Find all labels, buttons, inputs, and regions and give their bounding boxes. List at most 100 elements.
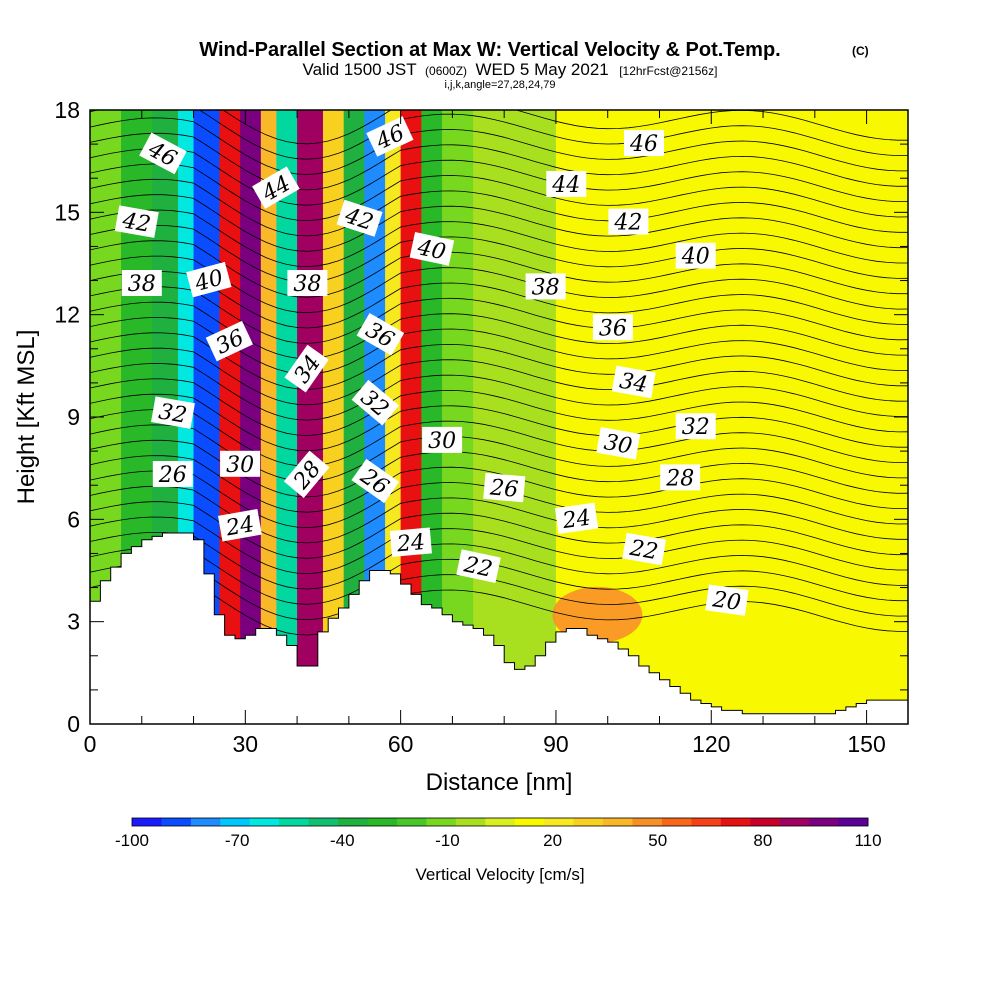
colorbar-swatch: [809, 818, 839, 826]
theta-contour-line: [90, 577, 908, 636]
contour-label: 32: [151, 396, 195, 429]
colorbar-swatch: [279, 818, 310, 826]
colorbar-swatch: [514, 818, 545, 826]
contour-label-box: [624, 130, 664, 157]
contour-label-box: [675, 413, 716, 440]
subtitle-part-3: WED 5 May 2021: [476, 60, 609, 79]
contour-label-text: 38: [532, 275, 560, 300]
terrain-mask: [89, 532, 909, 725]
velocity-band: [240, 110, 262, 724]
colorbar-tick-label: 20: [543, 831, 562, 850]
contour-label-box: [546, 171, 587, 197]
contour-label-text: 22: [461, 552, 495, 582]
contour-label-text: 32: [682, 415, 710, 440]
contour-label: 44: [546, 171, 587, 198]
chart-subtitle: Valid 1500 JST (0600Z) WED 5 May 2021 [1…: [303, 60, 718, 79]
colorbar-swatch: [838, 818, 869, 826]
contour-label-box: [622, 532, 667, 566]
contour-label: 38: [287, 270, 328, 297]
x-axis-title: Distance [nm]: [426, 769, 573, 796]
x-tick-label: 30: [233, 731, 259, 757]
contour-label-box: [114, 205, 159, 238]
contour-label-text: 44: [551, 173, 580, 198]
theta-contour-line: [90, 455, 908, 513]
colorbar-swatch: [396, 818, 427, 826]
contour-label-box: [356, 312, 405, 356]
chart-title: Wind-Parallel Section at Max W: Vertical…: [199, 39, 780, 61]
x-tick-label: 0: [84, 731, 97, 757]
contour-label-box: [139, 132, 187, 175]
colorbar-swatch: [691, 818, 722, 826]
theta-contour-line: [222, 110, 908, 145]
colorbar-swatch: [367, 818, 398, 826]
theta-contour-line: [90, 532, 908, 590]
colorbar-tick-label: 80: [753, 831, 772, 850]
contour-label-box: [608, 208, 649, 235]
contour-label-box: [366, 116, 414, 157]
theta-contour-line: [90, 117, 908, 175]
colorbar-tick-label: 50: [648, 831, 667, 850]
theta-contour-line: [90, 132, 908, 191]
contour-label: 30: [596, 427, 641, 460]
velocity-band: [276, 110, 298, 724]
contour-label: 34: [611, 365, 656, 399]
x-tick-label: 150: [847, 731, 885, 757]
colorbar-swatch: [132, 818, 162, 826]
contour-label-text: 30: [226, 453, 254, 478]
contour-label-text: 20: [710, 587, 742, 616]
contour-label-box: [220, 450, 261, 477]
colorbar-swatch: [632, 818, 663, 826]
contour-label-text: 40: [414, 235, 448, 265]
colorbar-tick-label: -100: [115, 831, 149, 850]
theta-contour-line: [90, 485, 908, 544]
contour-label-box: [611, 365, 656, 399]
theta-contour-line: [90, 286, 908, 344]
theta-contour-line: [90, 378, 908, 436]
contour-label-box: [205, 320, 253, 362]
colorbar-swatch: [220, 818, 251, 826]
colorbar-swatch: [161, 818, 192, 826]
theta-contour-line: [90, 409, 908, 467]
x-tick-label: 60: [388, 731, 414, 757]
contour-label-box: [660, 464, 701, 491]
theta-contour-line: [90, 562, 908, 621]
y-tick-label: 3: [67, 609, 80, 635]
contour-label-text: 40: [681, 245, 710, 270]
contour-label: 38: [121, 270, 162, 297]
contour-label-box: [152, 461, 193, 487]
y-tick-label: 6: [67, 506, 80, 532]
contour-label-text: 24: [223, 512, 256, 542]
theta-contour-line: [90, 332, 908, 390]
theta-contour-line: [90, 240, 908, 298]
contour-label: 24: [554, 502, 599, 534]
x-tick-label: 90: [543, 731, 569, 757]
theta-contour-line: [90, 178, 908, 237]
subtitle-part-1: Valid 1500 JST: [303, 60, 417, 79]
velocity-band: [297, 110, 324, 724]
theta-contour-line: [90, 148, 908, 206]
contour-label-box: [675, 242, 716, 269]
chart-title-suffix: (C): [852, 44, 869, 58]
velocity-band: [260, 110, 277, 724]
colorbar-swatch: [603, 818, 633, 826]
contour-label: 36: [592, 314, 633, 341]
theta-contour-line: [90, 393, 908, 452]
contour-label: 42: [608, 208, 649, 236]
colorbar-swatch: [190, 818, 221, 826]
x-tick-label: 120: [692, 731, 730, 757]
contour-label-text: 30: [428, 429, 456, 454]
colorbar-swatch: [249, 818, 280, 826]
y-tick-label: 9: [67, 404, 80, 430]
contour-label-box: [351, 379, 400, 426]
subtitle-part-4: [12hrFcst@2156z]: [619, 64, 717, 78]
colorbar-title: Vertical Velocity [cm/s]: [415, 865, 584, 884]
contour-label: 28: [660, 464, 701, 491]
contour-label-box: [525, 273, 566, 300]
contour-label: 32: [675, 413, 716, 440]
theta-contour-line: [90, 516, 908, 575]
velocity-band: [400, 110, 422, 724]
contour-label: 40: [675, 242, 716, 270]
contour-label-box: [592, 314, 633, 341]
